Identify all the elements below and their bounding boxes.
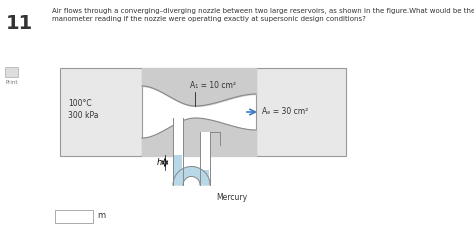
- Bar: [173, 118, 183, 185]
- FancyBboxPatch shape: [6, 67, 18, 78]
- Bar: [256, 68, 346, 156]
- Bar: [55, 210, 93, 223]
- Bar: [173, 155, 182, 185]
- Bar: [60, 68, 142, 156]
- Text: Air flows through a converging–diverging nozzle between two large reservoirs, as: Air flows through a converging–diverging…: [52, 8, 474, 14]
- Text: h: h: [157, 158, 162, 167]
- Text: m: m: [97, 211, 105, 221]
- Text: Aₑ = 30 cm²: Aₑ = 30 cm²: [262, 108, 308, 116]
- Polygon shape: [173, 167, 210, 185]
- Text: manometer reading if the nozzle were operating exactly at supersonic design cond: manometer reading if the nozzle were ope…: [52, 16, 366, 22]
- Text: 11: 11: [6, 14, 33, 33]
- Text: 100°C: 100°C: [68, 100, 91, 108]
- Text: Print: Print: [6, 80, 18, 85]
- Text: A₁ = 10 cm²: A₁ = 10 cm²: [190, 81, 236, 90]
- Bar: [201, 170, 210, 185]
- Text: Mercury: Mercury: [216, 193, 247, 202]
- Polygon shape: [173, 167, 210, 185]
- Text: 300 kPa: 300 kPa: [68, 110, 99, 120]
- Bar: [200, 132, 210, 185]
